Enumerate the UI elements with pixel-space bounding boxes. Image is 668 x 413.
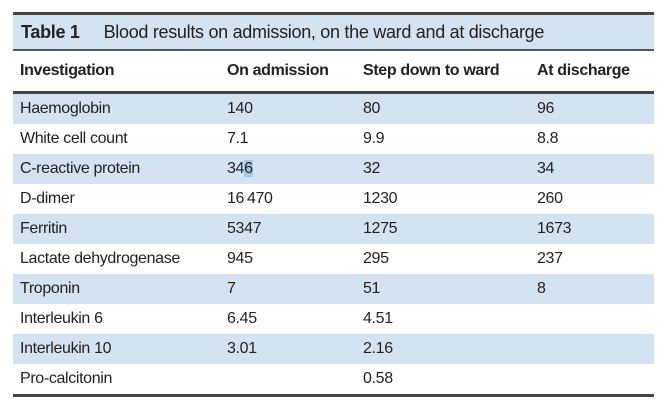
table-title: Blood results on admission, on the ward … <box>103 21 545 42</box>
top-rule <box>13 12 654 15</box>
cell-step-down-to-ward: 1275 <box>363 220 398 237</box>
table-row: Ferritin 5347 1275 1673 <box>13 214 654 244</box>
table-row: D-dimer 16 470 1230 260 <box>13 184 654 214</box>
cell-at-discharge: 34 <box>537 160 555 177</box>
cell-investigation: Lactate dehydrogenase <box>20 250 180 267</box>
cell-at-discharge: 8.8 <box>537 130 559 147</box>
selection-highlight: 6 <box>244 160 253 177</box>
cell-step-down-to-ward: 0.58 <box>363 370 393 387</box>
cell-investigation: Haemoglobin <box>20 100 111 117</box>
column-header-on-admission: On admission <box>227 62 329 79</box>
cell-investigation: C-reactive protein <box>20 160 140 177</box>
table-row: Pro-calcitonin 0.58 <box>13 364 654 394</box>
table-row: Lactate dehydrogenase 945 295 237 <box>13 244 654 274</box>
cell-investigation: White cell count <box>20 130 128 147</box>
header-rule <box>13 91 654 94</box>
column-header-investigation: Investigation <box>20 62 115 79</box>
table-row: Interleukin 6 6.45 4.51 <box>13 304 654 334</box>
cell-step-down-to-ward: 51 <box>363 280 381 297</box>
table-row: C-reactive protein 346 32 34 <box>13 154 654 184</box>
cell-step-down-to-ward: 2.16 <box>363 340 393 357</box>
cell-investigation: Interleukin 10 <box>20 340 112 357</box>
cell-at-discharge: 260 <box>537 190 563 207</box>
table-row: Interleukin 10 3.01 2.16 <box>13 334 654 364</box>
cell-at-discharge: 8 <box>537 280 546 297</box>
cell-on-admission: 5347 <box>227 220 262 237</box>
cell-investigation: Pro-calcitonin <box>20 370 113 387</box>
table-row: Troponin 7 51 8 <box>13 274 654 304</box>
blood-results-table: Table 1 Blood results on admission, on t… <box>13 12 654 397</box>
cell-at-discharge: 237 <box>537 250 563 267</box>
cell-investigation: Interleukin 6 <box>20 310 103 327</box>
cell-step-down-to-ward: 295 <box>363 250 389 267</box>
cell-on-admission: 140 <box>227 100 253 117</box>
cell-step-down-to-ward: 1230 <box>363 190 398 207</box>
value-unselected-part: 34 <box>227 160 245 177</box>
table-row: Haemoglobin 140 80 96 <box>13 94 654 124</box>
cell-on-admission: 346 <box>227 160 363 178</box>
cell-on-admission: 16 470 <box>227 190 273 207</box>
cell-step-down-to-ward: 80 <box>363 100 381 117</box>
table-header-row: Investigation On admission Step down to … <box>13 51 654 91</box>
cell-on-admission: 6.45 <box>227 310 257 327</box>
cell-investigation: Troponin <box>20 280 80 297</box>
table-number-label: Table 1 <box>21 21 80 42</box>
table-row: White cell count 7.1 9.9 8.8 <box>13 124 654 154</box>
column-header-at-discharge: At discharge <box>537 62 630 79</box>
bottom-rule <box>13 394 654 397</box>
cell-at-discharge: 96 <box>537 100 555 117</box>
cell-on-admission: 7.1 <box>227 130 249 147</box>
cell-investigation: Ferritin <box>20 220 67 237</box>
cell-step-down-to-ward: 4.51 <box>363 310 393 327</box>
title-divider-rule <box>13 49 654 51</box>
cell-step-down-to-ward: 32 <box>363 160 381 177</box>
cell-step-down-to-ward: 9.9 <box>363 130 385 147</box>
cell-at-discharge: 1673 <box>537 220 572 237</box>
cell-investigation: D-dimer <box>20 190 75 207</box>
cell-on-admission: 3.01 <box>227 340 257 357</box>
column-header-step-down-to-ward: Step down to ward <box>363 62 500 79</box>
cell-on-admission: 7 <box>227 280 236 297</box>
table-title-band: Table 1 Blood results on admission, on t… <box>13 15 654 49</box>
cell-on-admission: 945 <box>227 250 253 267</box>
